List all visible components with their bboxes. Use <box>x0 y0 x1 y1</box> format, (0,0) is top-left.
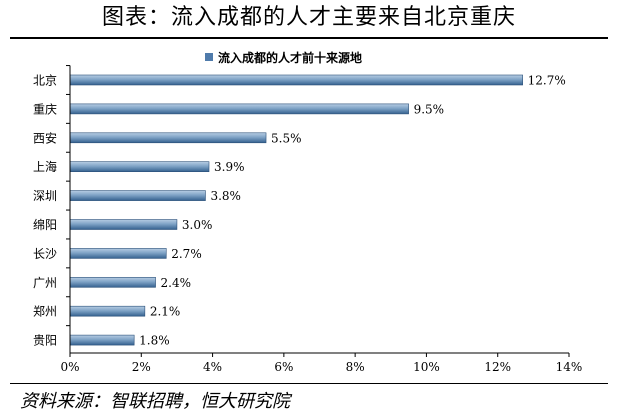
bar-5 <box>69 190 206 201</box>
category-label: 广州 <box>33 276 57 290</box>
category-label: 西安 <box>33 130 57 145</box>
x-tick-label: 8% <box>346 360 365 374</box>
x-tick-label: 10% <box>413 360 440 374</box>
bar-4 <box>69 161 210 172</box>
x-tick-label: 12% <box>484 360 511 374</box>
category-label: 深圳 <box>33 189 57 203</box>
bar-10 <box>69 334 135 346</box>
bar-7 <box>69 248 167 259</box>
data-label: 3.8% <box>210 189 241 203</box>
x-tick-label: 6% <box>274 360 293 374</box>
category-label: 长沙 <box>33 247 57 261</box>
category-label: 北京 <box>33 74 57 88</box>
bar-6 <box>69 219 178 230</box>
data-label: 9.5% <box>414 102 445 116</box>
source-note: 资料来源：智联招聘，恒大研究院 <box>20 391 290 412</box>
legend-swatch <box>205 53 213 61</box>
data-label: 2.7% <box>171 247 202 261</box>
legend-label: 流入成都的人才前十来源地 <box>218 50 362 65</box>
data-label: 3.0% <box>182 218 213 232</box>
x-tick-label: 0% <box>60 360 79 374</box>
bar-8 <box>69 276 156 288</box>
category-label: 重庆 <box>33 102 57 116</box>
data-label: 5.5% <box>271 131 302 145</box>
category-label: 上海 <box>33 159 57 174</box>
x-axis: 0% 2% 4% 6% 8% 10% 12% 14% <box>60 65 583 374</box>
data-label: 2.4% <box>161 276 192 290</box>
title-rule <box>10 37 608 39</box>
page-title: 图表：流入成都的人才主要来自北京重庆 <box>101 5 516 30</box>
data-labels: 12.7% 9.5% 5.5% 3.9% 3.8% 3.0% 2.7% 2.4% 2.1% 1.8… <box>139 74 566 348</box>
category-label: 郑州 <box>33 304 57 319</box>
x-tick-label: 2% <box>132 360 151 374</box>
chart-legend: 流入成都的人才前十来源地 <box>205 50 362 65</box>
bar-2 <box>69 103 409 115</box>
category-label: 贵阳 <box>33 334 57 348</box>
x-tick-label: 14% <box>556 360 583 374</box>
x-tick-label: 4% <box>203 360 222 374</box>
bar-1 <box>69 74 523 86</box>
category-label: 绵阳 <box>33 218 57 232</box>
data-label: 12.7% <box>528 74 566 88</box>
source-rule <box>10 383 608 384</box>
bar-3 <box>69 132 267 144</box>
data-label: 1.8% <box>139 334 170 348</box>
data-label: 3.9% <box>214 160 245 174</box>
data-label: 2.1% <box>150 305 181 319</box>
bars <box>69 74 523 346</box>
bar-9 <box>69 305 146 317</box>
